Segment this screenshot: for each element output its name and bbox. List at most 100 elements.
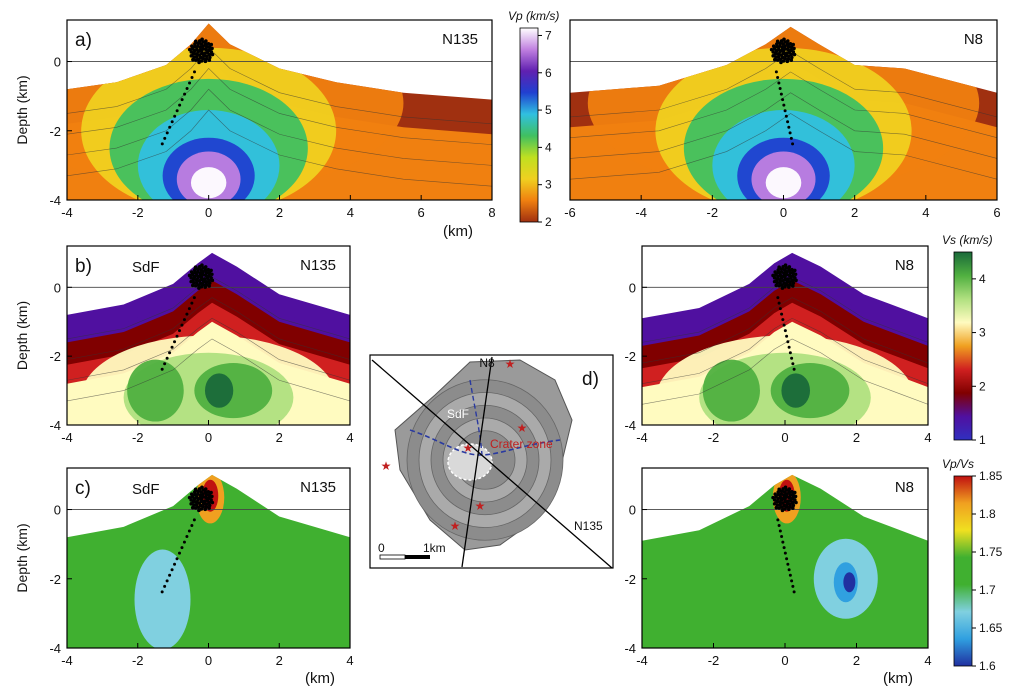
colorbar-title: Vp (km/s) [508, 9, 559, 23]
seismic-event [786, 120, 790, 124]
seismic-event [790, 579, 794, 583]
seismic-event [194, 54, 199, 59]
colorbar-tick-label: 1.7 [979, 583, 996, 597]
x-tick-label: -4 [636, 430, 648, 445]
y-tick-label: 0 [54, 280, 61, 295]
seismic-event [791, 362, 795, 366]
colorbar-ramp [519, 27, 539, 223]
colorbar-tick-label: 5 [545, 103, 552, 117]
profile-label: N8 [964, 31, 983, 48]
seismic-event [782, 37, 786, 42]
seismic-event [170, 120, 174, 124]
colorbar-tick-label: 1.75 [979, 545, 1003, 559]
model-field [642, 252, 928, 425]
y-tick-label: -4 [624, 641, 636, 656]
profile-label: N8 [895, 257, 914, 274]
x-tick-label: -4 [61, 430, 73, 445]
seismic-event [189, 502, 193, 506]
seismic-event [791, 584, 795, 588]
panel-a-left: -4 -2 0 2 4 6 8 0 -2 -4 Depth (km) (km) a) N135 [14, 19, 496, 240]
seismic-event [791, 281, 796, 285]
seismic-event [788, 502, 792, 506]
x-tick-label: 4 [924, 653, 931, 668]
seismic-event [193, 283, 198, 288]
seismic-event [778, 280, 782, 285]
seismic-event [190, 283, 195, 288]
sdf-annotation: SdF [132, 481, 160, 498]
contour-line [67, 88, 492, 166]
seismic-event [187, 529, 191, 533]
seismic-event [787, 285, 791, 289]
seismic-event [190, 505, 195, 510]
colorbar-tick-label: 1 [979, 433, 986, 447]
colorbar-ramp [953, 251, 973, 441]
seismic-event [194, 280, 199, 285]
seismic-event [775, 39, 780, 44]
y-tick-label: -2 [624, 349, 636, 364]
x-tick-label: 6 [993, 205, 1000, 220]
seismic-event [788, 131, 792, 135]
colorbar-tick-label: 6 [545, 66, 552, 80]
seismic-event [160, 367, 164, 371]
panel-c-right: -4 -2 0 2 4 0 -2 -4 (km) N8 [624, 467, 932, 687]
seismic-event [779, 60, 783, 65]
seismic-event [207, 278, 211, 283]
seismic-event [786, 39, 790, 43]
seismic-event [163, 136, 167, 140]
velocity-anomaly [204, 373, 234, 408]
seismic-event [778, 277, 782, 282]
seismic-event [175, 334, 179, 338]
vent-star: ★ [450, 519, 461, 533]
seismic-event [783, 47, 788, 51]
seismic-event [177, 329, 181, 333]
vent-star: ★ [505, 357, 516, 371]
seismic-event [777, 301, 781, 305]
x-tick-label: -6 [564, 205, 576, 220]
fault-line [409, 429, 561, 456]
crater-rim [447, 443, 493, 481]
contour-line [570, 92, 997, 159]
seismic-event [196, 44, 200, 48]
seismic-event [787, 345, 791, 349]
seismic-event [785, 502, 790, 506]
velocity-anomaly [702, 359, 760, 422]
y-tick-label: -2 [624, 572, 636, 587]
seismic-event [786, 54, 791, 58]
seismic-event [786, 562, 790, 566]
seismic-event [784, 114, 788, 118]
seismic-event [207, 52, 212, 57]
seismic-event [196, 270, 200, 274]
y-tick-label: -4 [49, 193, 61, 208]
seismic-event [193, 44, 197, 49]
y-tick-label: -2 [49, 572, 61, 587]
x-tick-label: 6 [418, 205, 425, 220]
seismic-event [787, 487, 792, 491]
seismic-event [790, 490, 794, 494]
seismic-event [776, 270, 781, 275]
seismic-event [202, 499, 207, 503]
seismic-event [793, 494, 798, 499]
x-tick-label: -2 [132, 205, 144, 220]
y-tick-label: 0 [54, 503, 61, 518]
seismic-event [787, 568, 791, 572]
seismic-event [187, 495, 192, 500]
seismic-event [201, 502, 206, 506]
seismic-event [207, 284, 211, 288]
x-tick-label: 8 [488, 205, 495, 220]
seismic-event [194, 58, 198, 62]
seismic-event [791, 284, 795, 288]
profile-label: N135 [300, 257, 336, 274]
x-tick-label: -2 [132, 430, 144, 445]
panel-label: c) [75, 478, 91, 499]
colorbar-title: Vs (km/s) [942, 233, 993, 247]
seismic-event [791, 142, 795, 146]
seismic-event [180, 98, 184, 102]
panel-label: a) [75, 30, 92, 51]
profile-line-n8 [461, 356, 493, 568]
x-axis-title: (km) [883, 670, 913, 687]
colorbar-tick-label: 3 [545, 178, 552, 192]
seismic-event [787, 265, 792, 269]
scale-end-label: 1km [423, 541, 446, 555]
seismic-event [783, 329, 787, 333]
seismic-event [792, 46, 796, 51]
